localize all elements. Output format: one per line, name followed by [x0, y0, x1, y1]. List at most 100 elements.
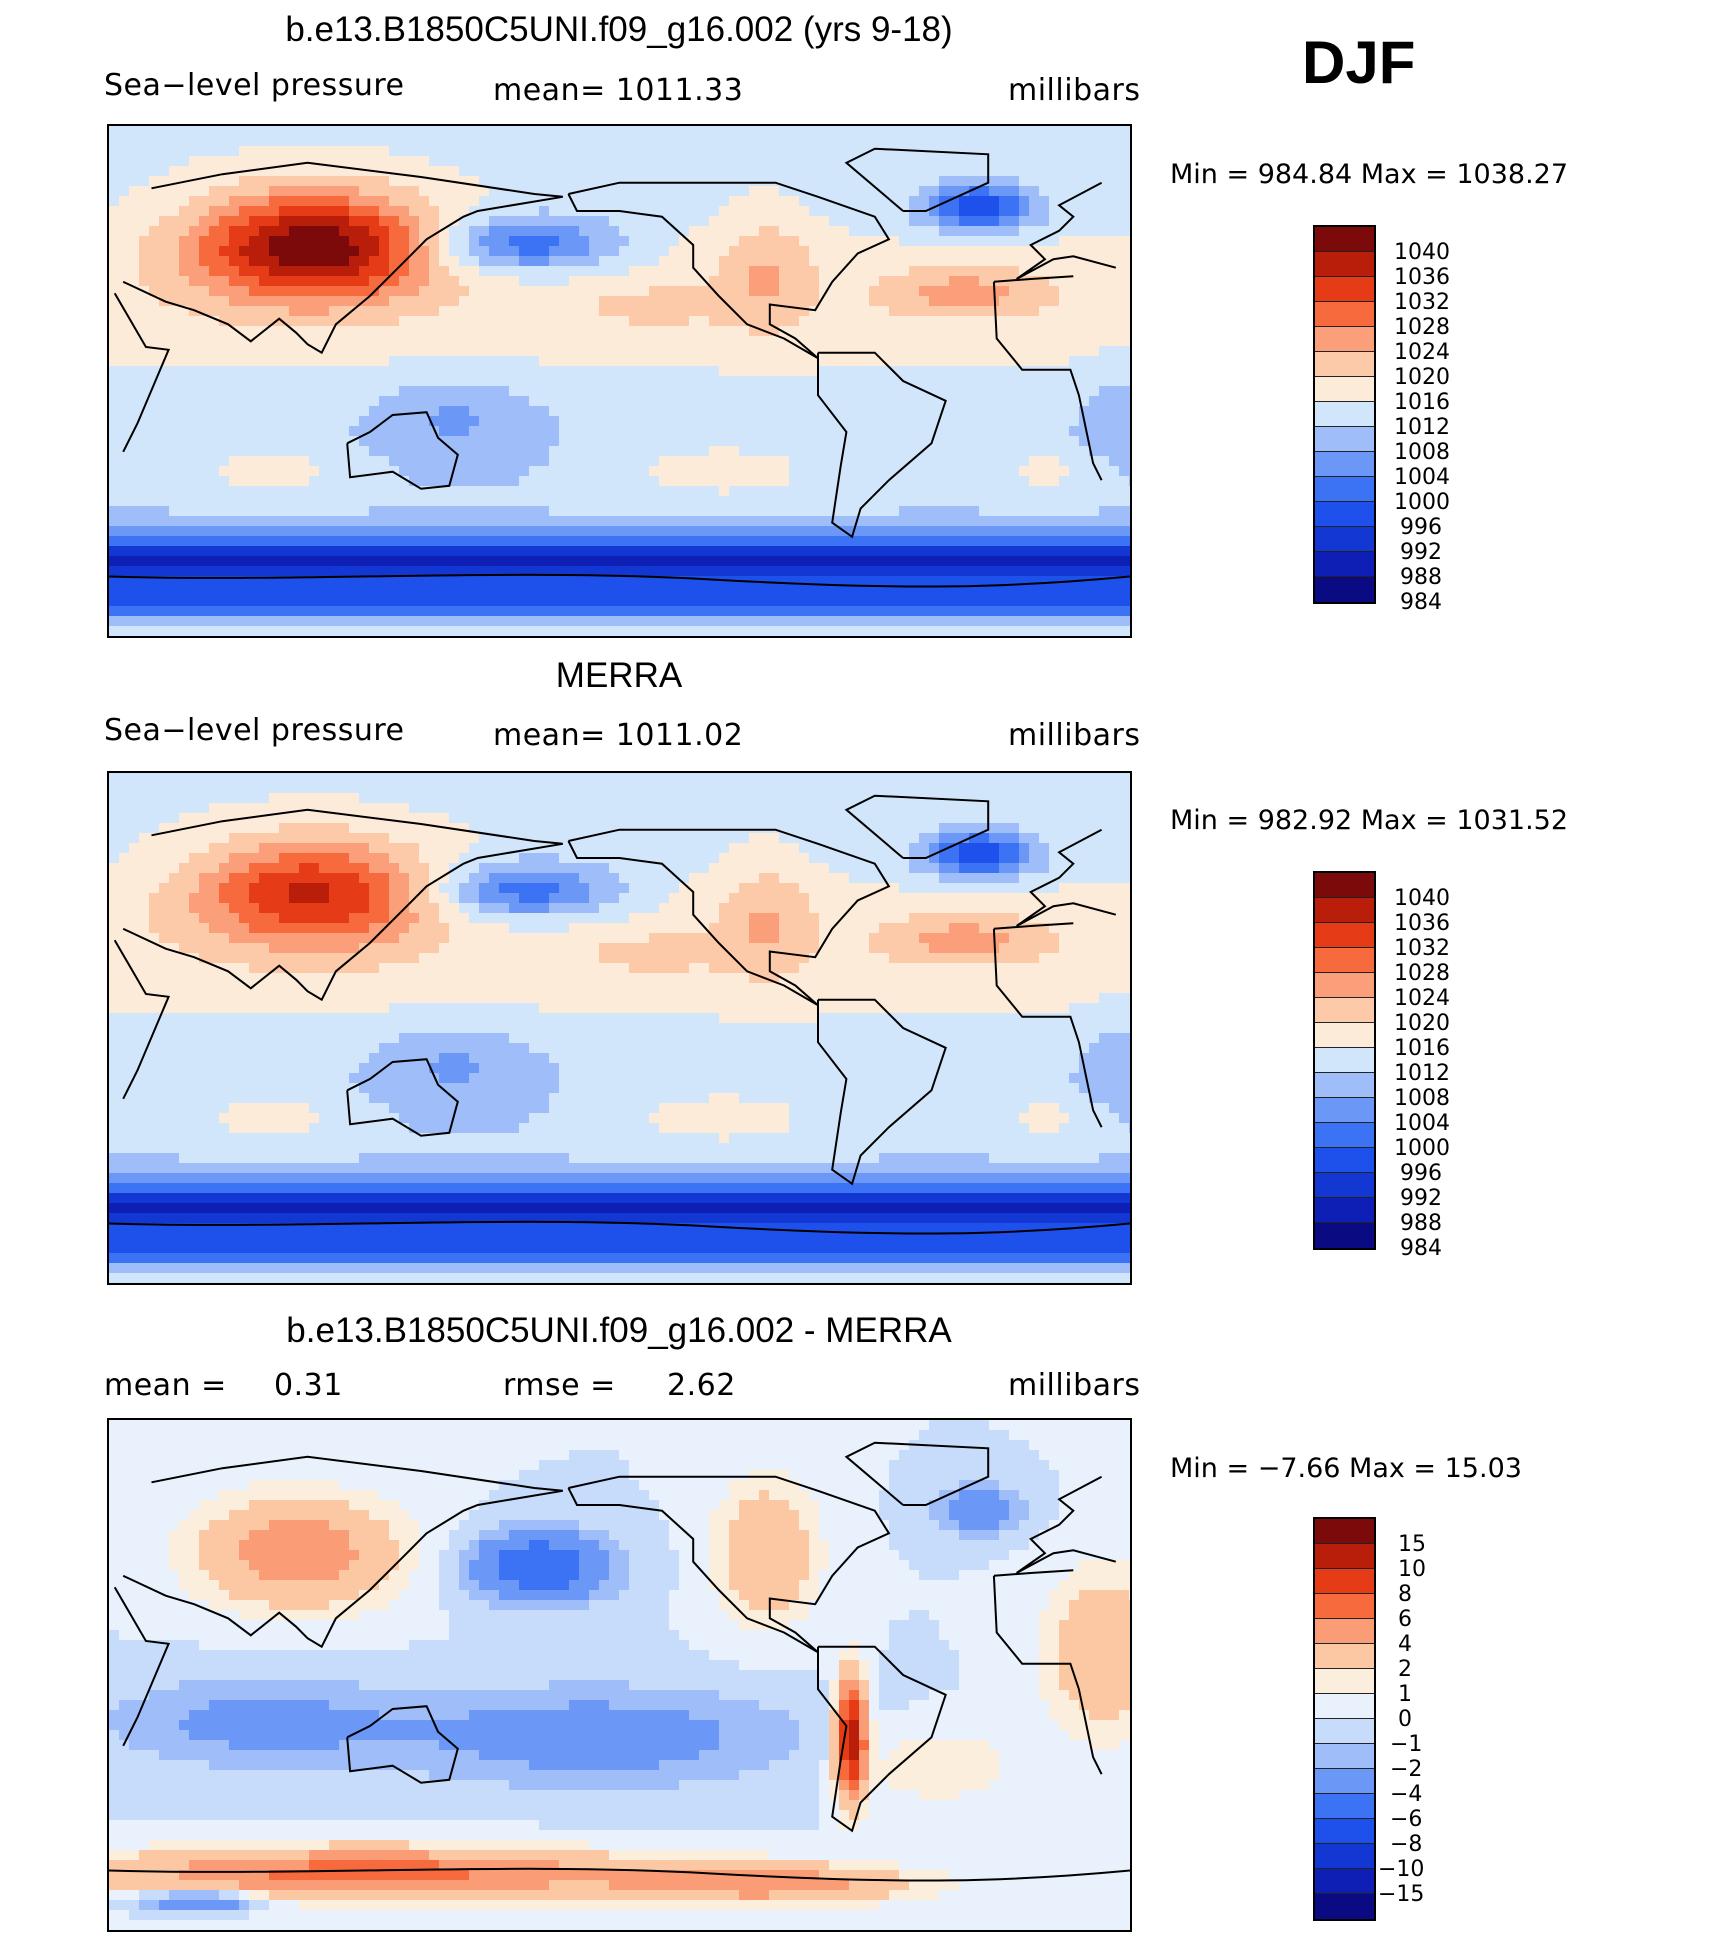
field-cell [569, 156, 580, 167]
field-cell [699, 186, 710, 197]
field-cell [559, 256, 570, 267]
field-cell [269, 166, 280, 177]
field-cell [679, 366, 690, 377]
field-cell [689, 536, 700, 547]
field-cell [1029, 236, 1040, 247]
field-cell [679, 256, 690, 267]
field-cell [829, 466, 840, 477]
field-cell [159, 336, 170, 347]
field-cell [499, 316, 510, 327]
field-cell [909, 596, 920, 607]
field-cell [269, 226, 280, 237]
field-cell [159, 386, 170, 397]
field-cell [369, 136, 380, 147]
field-cell [669, 566, 680, 577]
field-cell [779, 156, 790, 167]
field-cell [289, 236, 300, 247]
field-cell [519, 436, 530, 447]
field-cell [699, 576, 710, 587]
field-cell [139, 196, 150, 207]
field-cell [1019, 346, 1030, 357]
field-cell [709, 166, 720, 177]
field-cell [149, 306, 160, 317]
field-cell [829, 596, 840, 607]
field-cell [219, 606, 230, 617]
field-cell [929, 326, 940, 337]
field-cell [609, 326, 620, 337]
field-cell [369, 606, 380, 617]
field-cell [809, 146, 820, 157]
field-cell [539, 186, 550, 197]
field-cell [1059, 556, 1070, 567]
field-cell [539, 456, 550, 467]
field-cell [139, 176, 150, 187]
field-cell [1019, 486, 1030, 497]
field-cell [499, 176, 510, 187]
field-cell [639, 356, 650, 367]
field-cell [339, 206, 350, 217]
field-cell [259, 546, 270, 557]
field-cell [129, 266, 140, 277]
field-cell [869, 246, 880, 257]
field-cell [499, 606, 510, 617]
field-cell [939, 376, 950, 387]
field-cell [689, 436, 700, 447]
field-cell [679, 176, 690, 187]
field-cell [239, 286, 250, 297]
field-cell [519, 546, 530, 557]
field-cell [879, 456, 890, 467]
field-cell [459, 226, 470, 237]
field-cell [459, 476, 470, 487]
field-cell [739, 146, 750, 157]
field-cell [789, 226, 800, 237]
field-cell [1099, 546, 1110, 557]
field-cell [619, 146, 630, 157]
field-cell [259, 156, 270, 167]
field-cell [629, 276, 640, 287]
field-cell [399, 246, 410, 257]
field-cell [669, 386, 680, 397]
field-cell [999, 586, 1010, 597]
field-cell [849, 276, 860, 287]
field-cell [1059, 206, 1070, 217]
field-cell [249, 316, 260, 327]
field-cell [959, 506, 970, 517]
field-cell [739, 386, 750, 397]
field-cell [489, 166, 500, 177]
field-cell [989, 496, 1000, 507]
field-cell [799, 326, 810, 337]
field-cell [629, 546, 640, 557]
field-cell [619, 466, 630, 477]
field-cell [1009, 566, 1020, 577]
field-cell [349, 186, 360, 197]
field-cell [309, 406, 320, 417]
field-cell [879, 436, 890, 447]
field-cell [879, 256, 890, 267]
field-cell [269, 206, 280, 217]
field-cell [339, 166, 350, 177]
field-cell [919, 496, 930, 507]
field-cell [349, 446, 360, 457]
field-cell [369, 206, 380, 217]
field-cell [469, 506, 480, 517]
field-cell [129, 526, 140, 537]
field-cell [479, 206, 490, 217]
field-cell [889, 446, 900, 457]
field-cell [469, 286, 480, 297]
field-cell [1129, 416, 1130, 427]
field-cell [899, 296, 910, 307]
field-cell [309, 336, 320, 347]
field-cell [709, 506, 720, 517]
field-cell [789, 526, 800, 537]
field-cell [1069, 276, 1080, 287]
field-cell [879, 306, 890, 317]
field-cell [649, 196, 660, 207]
field-cell [549, 286, 560, 297]
field-cell [949, 386, 960, 397]
field-cell [219, 236, 230, 247]
field-cell [1119, 356, 1130, 367]
field-cell [979, 166, 990, 177]
field-cell [419, 496, 430, 507]
field-cell [879, 176, 890, 187]
field-cell [959, 496, 970, 507]
